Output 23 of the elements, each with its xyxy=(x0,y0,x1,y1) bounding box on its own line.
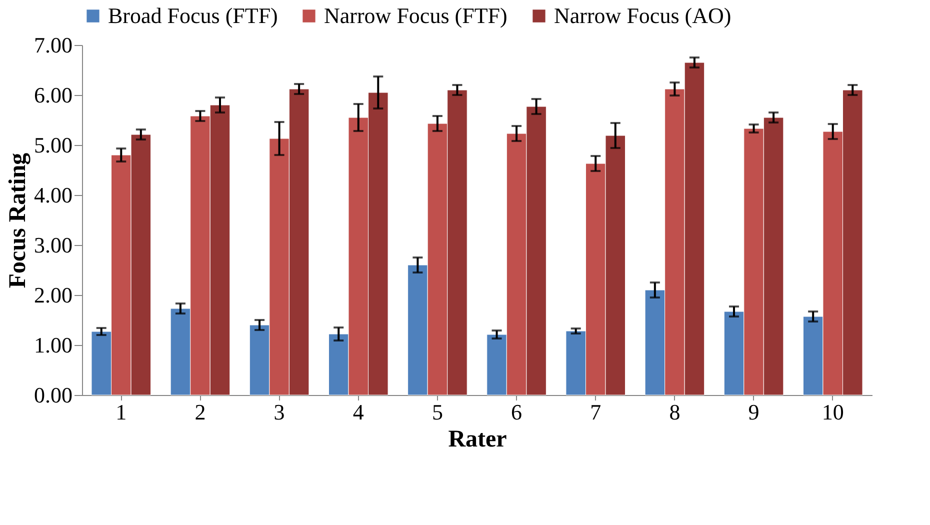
y-tick-label: 0.00 xyxy=(34,382,72,408)
y-tick-label: 5.00 xyxy=(34,132,72,158)
legend-label: Broad Focus (FTF) xyxy=(108,3,278,28)
legend-label: Narrow Focus (AO) xyxy=(554,3,732,28)
x-tick-label: 3 xyxy=(274,400,285,424)
x-axis-title: Rater xyxy=(448,426,508,452)
legend-label: Narrow Focus (FTF) xyxy=(324,3,508,28)
x-tick-label: 10 xyxy=(822,400,844,424)
y-tick-label: 6.00 xyxy=(34,82,72,108)
x-tick-label: 2 xyxy=(194,400,206,424)
x-tick-label: 1 xyxy=(116,400,127,424)
y-tick-label: 4.00 xyxy=(34,182,72,208)
y-axis-title: Focus Rating xyxy=(5,152,31,288)
x-tick-label: 7 xyxy=(590,400,602,424)
x-tick-label: 4 xyxy=(352,400,364,424)
x-tick-label: 8 xyxy=(669,400,680,424)
x-tick-label: 6 xyxy=(511,400,522,424)
y-tick-label: 2.00 xyxy=(34,282,72,308)
x-tick-label: 5 xyxy=(432,400,443,424)
x-tick-label: 9 xyxy=(748,400,760,424)
y-tick-label: 7.00 xyxy=(34,32,72,58)
y-tick-label: 3.00 xyxy=(34,232,72,258)
y-tick-label: 1.00 xyxy=(34,332,72,358)
